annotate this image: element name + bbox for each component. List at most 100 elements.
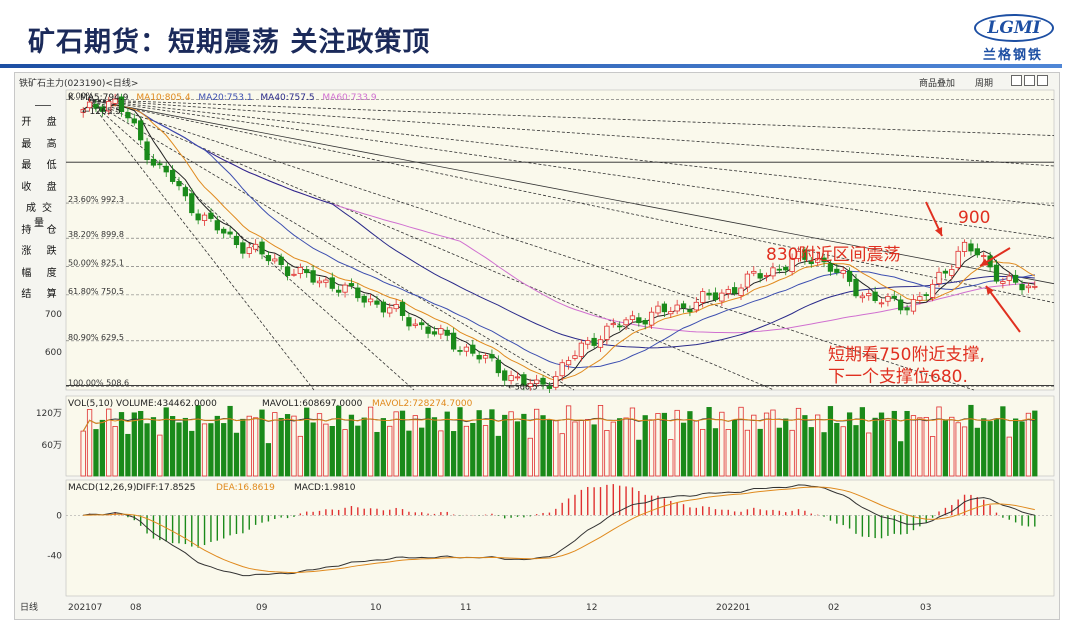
candle-body	[751, 270, 757, 274]
ma-label-1: MA10:805.4	[136, 93, 190, 103]
candle-body	[291, 273, 297, 276]
low-label: ←506.5	[508, 383, 538, 392]
candle-body	[189, 193, 195, 214]
candle-body	[86, 101, 93, 109]
candle-body	[776, 268, 782, 271]
candle-body	[169, 169, 176, 182]
candle-body	[661, 303, 668, 313]
volume-bar	[310, 422, 316, 477]
candle-body	[201, 214, 208, 221]
volume-bar	[987, 421, 993, 477]
volume-bar	[527, 437, 533, 477]
candle-body	[891, 295, 897, 299]
volume-bar	[169, 416, 176, 477]
candle-body	[585, 340, 591, 345]
candle-body	[233, 235, 240, 246]
volume-bar	[866, 432, 872, 477]
ma20-line	[82, 104, 1035, 369]
candle-body	[604, 325, 610, 340]
candle-body	[815, 258, 821, 263]
fan-line-1	[87, 99, 1055, 167]
price-ytick-0: 700	[45, 310, 62, 320]
quote-field-2: 最 低	[21, 160, 63, 171]
candle-body	[700, 291, 706, 303]
candle-body	[387, 307, 393, 314]
volume-bar	[195, 405, 201, 477]
fan-line-0	[87, 99, 1055, 136]
volume-bar	[789, 429, 795, 477]
candle-body	[514, 376, 521, 379]
volume-bar	[974, 427, 980, 477]
vol-ytick-1: 60万	[42, 441, 62, 451]
volume-bar	[495, 435, 501, 477]
volume-bar	[176, 422, 182, 477]
candle-body	[246, 247, 252, 254]
arrow-750-head	[986, 286, 994, 295]
volume-bar	[904, 410, 910, 477]
volume-bar	[993, 418, 1000, 477]
volume-bar	[86, 409, 93, 477]
volume-bar	[655, 413, 661, 477]
candle-body	[853, 278, 859, 297]
candle-body	[425, 326, 431, 334]
volume-bar	[125, 433, 131, 477]
volume-bar	[316, 413, 323, 477]
volume-bar	[591, 424, 597, 477]
close-icon[interactable]	[1037, 75, 1048, 86]
volume-bar	[438, 430, 444, 477]
volume-bar	[514, 421, 521, 477]
quote-field-6: 涨 跌	[21, 246, 63, 257]
fib-label-0: 0.00%	[68, 91, 94, 100]
panel-divider	[35, 105, 51, 106]
candle-body	[431, 331, 438, 335]
candle-body	[929, 283, 936, 298]
candle-body	[112, 98, 118, 104]
volume-bar	[521, 413, 527, 477]
price-chart[interactable]: 0.00% 23.60% 992.3 38.20% 899.8 50.00% 825.…	[14, 72, 1058, 618]
period-button[interactable]: 周期	[975, 79, 994, 89]
volume-bar	[706, 407, 712, 477]
candle-body	[380, 301, 387, 313]
high-label: ←1265.5	[82, 107, 121, 117]
candle-body	[706, 292, 712, 296]
volume-bar	[610, 421, 616, 477]
vol-label: VOL(5,10) VOLUME:434462.0000	[68, 399, 217, 409]
vol-ytick-0: 120万	[36, 409, 62, 419]
candle-body	[393, 304, 399, 310]
overlay-button[interactable]: 商品叠加	[919, 79, 956, 89]
candle-body	[348, 283, 355, 287]
candle-body	[885, 295, 891, 302]
candle-body	[974, 248, 980, 256]
maximize-icon[interactable]	[1024, 75, 1035, 86]
candle-body	[795, 251, 802, 259]
candle-body	[195, 213, 201, 221]
volume-bar	[336, 405, 342, 477]
x-label-5: 11	[460, 603, 471, 613]
candle-body	[272, 258, 278, 262]
x-label-7: 202201	[716, 603, 750, 613]
candle-body	[444, 329, 450, 336]
fib-label-1: 23.60% 992.3	[68, 195, 124, 204]
fib-label-2: 38.20% 899.8	[68, 230, 124, 239]
quote-field-1: 最 高	[21, 138, 63, 150]
price-area	[65, 89, 1055, 391]
volume-bar	[93, 429, 99, 477]
volume-bar	[891, 410, 897, 477]
ma40-line	[82, 104, 1035, 349]
ma-label-4: MA60:733.9	[322, 93, 376, 103]
volume-bar	[189, 430, 195, 477]
candle-body	[846, 271, 853, 282]
fan-line-9	[87, 99, 415, 391]
volume-bar	[106, 408, 112, 477]
candle-body	[419, 322, 425, 326]
window-controls[interactable]	[1011, 75, 1051, 86]
minimize-icon[interactable]	[1011, 75, 1022, 86]
volume-bar	[834, 422, 840, 477]
candle-body	[712, 292, 719, 301]
volume-bar	[291, 415, 297, 477]
candle-body	[125, 112, 131, 119]
volume-bar	[936, 406, 942, 477]
volume-bar	[131, 412, 137, 477]
mavol2-line	[82, 418, 1035, 432]
annotation-750-line1: 短期看750附近支撑,	[828, 345, 985, 365]
